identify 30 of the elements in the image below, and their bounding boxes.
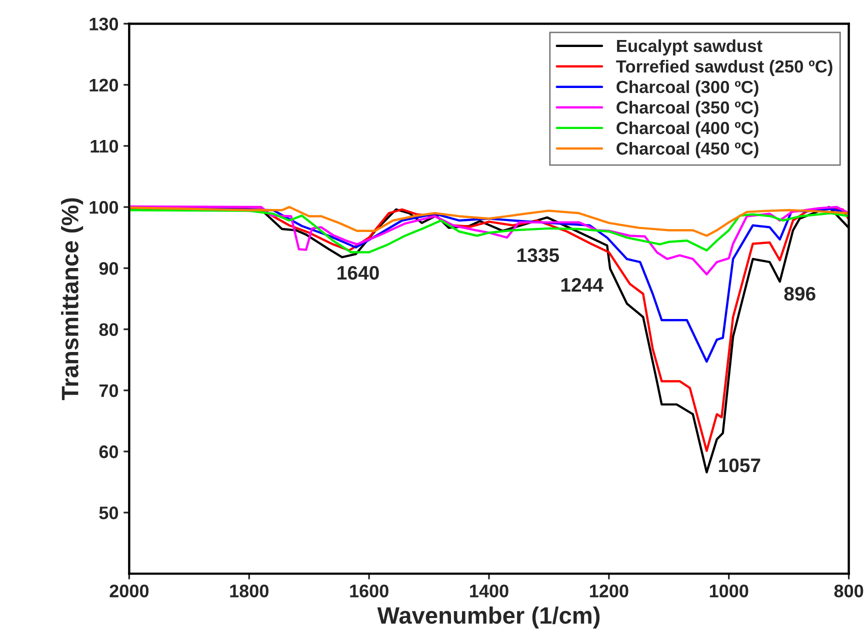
y-tick-label: 100 [90,200,118,214]
annotation: 1640 [338,266,379,280]
legend-label: Torrefied sawdust (250 ºC) [616,60,832,76]
x-tick-label: 1600 [350,584,388,598]
annotation: 1244 [561,278,604,292]
x-tick-label: 1400 [470,584,508,598]
y-tick-label: 70 [99,384,118,398]
y-tick-label: 50 [99,506,118,520]
x-axis-title: Wavenumber (1/cm) [377,606,600,629]
legend-label: Charcoal (400 ºC) [616,121,758,138]
legend-label: Charcoal (350 ºC) [616,100,758,118]
y-tick-label: 60 [99,445,118,458]
x-tick-label: 800 [834,584,864,598]
x-tick-label: 2000 [110,584,149,598]
y-tick-label: 90 [99,262,118,275]
y-tick-label: 80 [99,323,118,336]
y-tick-label: 130 [90,18,118,30]
line-series [129,206,849,237]
legend-label: Eucalypt sawdust [617,39,762,56]
annotation: 1057 [719,458,760,472]
y-tick-label: 110 [90,140,118,153]
legend-label: Charcoal (450 ºC) [616,142,758,158]
annotation: 896 [784,286,816,301]
annotation: 1335 [518,248,560,262]
x-tick-label: 1000 [710,584,748,598]
y-tick-label: 120 [90,78,118,92]
x-tick-label: 1800 [230,584,268,598]
y-axis-title: Transmittance (%) [61,198,84,400]
legend-label: Charcoal (300 ºC) [616,80,758,97]
x-tick-label: 1200 [590,584,628,598]
